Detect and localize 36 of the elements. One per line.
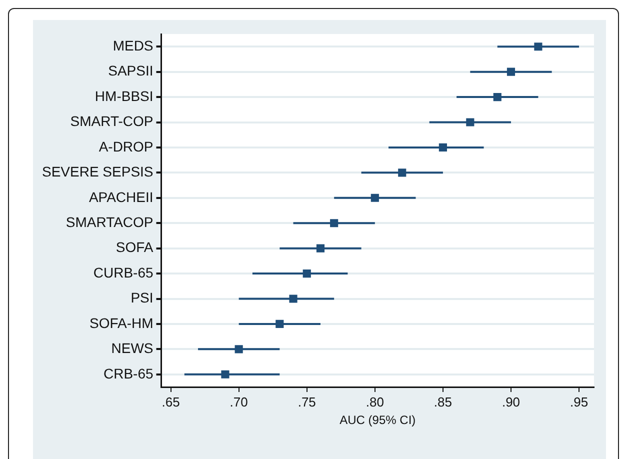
point	[438, 143, 447, 152]
y-tick-label: MEDS	[112, 37, 154, 54]
point	[289, 294, 298, 303]
x-tick-label: .85	[434, 394, 452, 410]
y-tick-label: SAPSII	[108, 62, 154, 79]
y-tick-label: PSI	[130, 290, 154, 306]
point	[370, 194, 379, 202]
x-tick-label: .90	[502, 394, 520, 410]
point	[506, 68, 516, 76]
point	[493, 93, 502, 102]
x-tick-label: .65	[162, 394, 180, 410]
point	[234, 345, 243, 354]
y-tick-label: CRB-65	[103, 365, 154, 382]
x-tick-label: .75	[298, 394, 316, 410]
point	[276, 320, 284, 328]
y-tick-label: HM-BBSI	[94, 88, 154, 104]
y-tick-label: CURB-65	[93, 264, 154, 280]
x-tick-label: .70	[230, 394, 248, 410]
y-tick-label: NEWS	[111, 340, 154, 356]
x-axis-title: AUC (95% CI)	[340, 413, 416, 428]
point	[330, 219, 338, 228]
point	[302, 270, 311, 278]
x-tick-label: .80	[366, 394, 384, 410]
y-tick-label: SMARTACOP	[66, 214, 154, 230]
point	[316, 244, 325, 252]
y-tick-label: SOFA-HM	[89, 314, 154, 331]
y-tick-label: SMART-COP	[70, 113, 154, 130]
point	[398, 168, 406, 177]
y-tick-label: SEVERE SEPSIS	[42, 164, 154, 180]
y-tick-label: APACHEII	[88, 188, 154, 205]
point	[221, 370, 230, 378]
y-tick-label: SOFA	[116, 239, 154, 256]
y-tick-label: A-DROP	[98, 138, 154, 154]
x-tick-label: .95	[570, 394, 588, 410]
point	[466, 118, 474, 126]
point	[534, 42, 542, 51]
